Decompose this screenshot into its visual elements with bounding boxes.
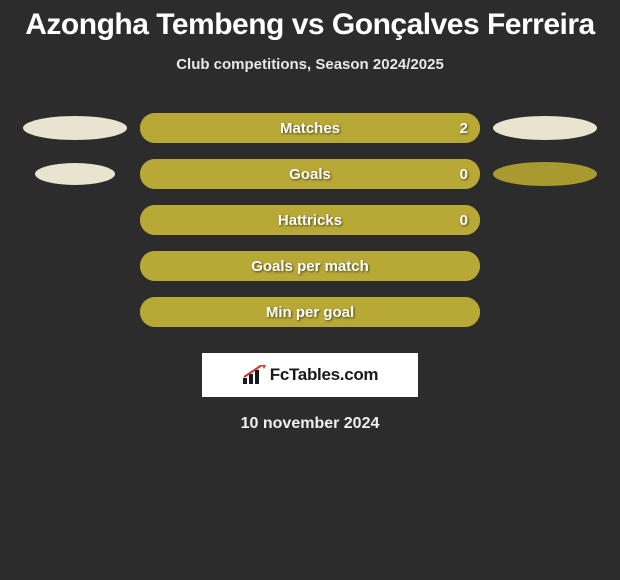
stat-rows: Matches2 Goals0 Hattricks0 Goals per match M… <box>0 105 620 335</box>
comparison-infographic: Azongha Tembeng vs Gonçalves Ferreira Cl… <box>0 0 620 580</box>
stat-row: Goals0 <box>0 151 620 197</box>
logo-box: FcTables.com <box>202 353 418 397</box>
stat-pill-left <box>35 163 115 185</box>
stat-bar: Goals per match <box>140 251 480 281</box>
date: 10 november 2024 <box>0 415 620 433</box>
right-pill-slot <box>480 162 610 186</box>
stat-pill-right <box>493 116 597 140</box>
stat-row: Min per goal <box>0 289 620 335</box>
stat-bar: Matches2 <box>140 113 480 143</box>
left-pill-slot <box>10 163 140 185</box>
stat-pill-right <box>493 162 597 186</box>
stat-row: Hattricks0 <box>0 197 620 243</box>
left-pill-slot <box>10 116 140 140</box>
logo-text: FcTables.com <box>270 365 379 385</box>
stat-row: Goals per match <box>0 243 620 289</box>
stat-bar-fill <box>140 297 480 327</box>
stat-bar: Goals0 <box>140 159 480 189</box>
subtitle: Club competitions, Season 2024/2025 <box>0 56 620 73</box>
stat-bar: Min per goal <box>140 297 480 327</box>
stat-bar-fill <box>140 251 480 281</box>
stat-bar-fill <box>140 205 480 235</box>
stat-bar-fill <box>140 159 480 189</box>
stat-row: Matches2 <box>0 105 620 151</box>
right-pill-slot <box>480 116 610 140</box>
page-title: Azongha Tembeng vs Gonçalves Ferreira <box>0 0 620 42</box>
stat-bar-fill <box>140 113 480 143</box>
stat-pill-left <box>23 116 127 140</box>
stat-bar: Hattricks0 <box>140 205 480 235</box>
chart-icon <box>242 365 266 385</box>
